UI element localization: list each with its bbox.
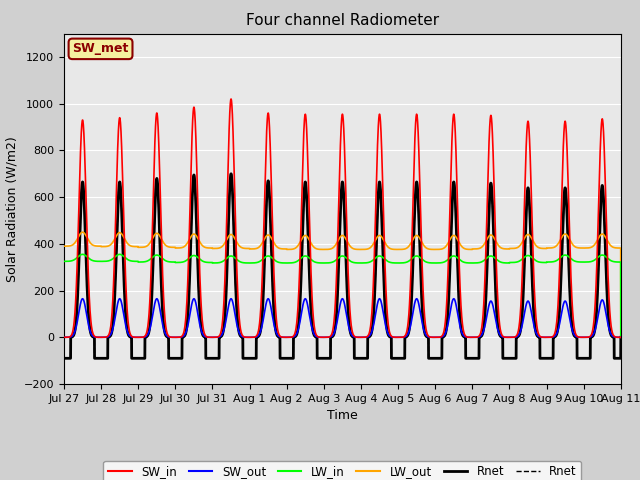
Rnet (499, 355, 507, 361)
Rnet (617, 335, 625, 340)
SW_in (499, 334, 507, 339)
LW_in (436, 260, 444, 266)
Rnet (467, 355, 475, 361)
LW_out (79, 229, 86, 235)
Rnet (322, 355, 330, 361)
SW_out (617, 335, 625, 340)
Text: SW_met: SW_met (72, 42, 129, 55)
Rnet (227, 171, 235, 177)
Rnet (616, 355, 624, 361)
Rnet (160, 325, 168, 331)
LW_out (616, 245, 624, 251)
Rnet (322, 355, 330, 361)
Line: Rnet: Rnet (64, 174, 621, 358)
Line: LW_out: LW_out (64, 232, 621, 337)
LW_in (499, 260, 507, 265)
LW_in (616, 259, 624, 265)
Rnet (60, 355, 68, 361)
SW_out (436, 334, 444, 340)
SW_out (467, 335, 475, 340)
Line: Rnet: Rnet (64, 174, 621, 358)
LW_in (322, 260, 330, 266)
Legend: SW_in, SW_out, LW_in, LW_out, Rnet, Rnet: SW_in, SW_out, LW_in, LW_out, Rnet, Rnet (104, 461, 581, 480)
SW_out (60, 335, 68, 340)
LW_out (617, 335, 625, 340)
Y-axis label: Solar Radiation (W/m2): Solar Radiation (W/m2) (5, 136, 18, 282)
Rnet (227, 171, 235, 177)
Rnet (616, 355, 624, 361)
LW_in (617, 335, 625, 340)
X-axis label: Time: Time (327, 409, 358, 422)
SW_out (499, 334, 507, 340)
LW_out (322, 247, 330, 252)
Line: SW_out: SW_out (64, 299, 621, 337)
Title: Four channel Radiometer: Four channel Radiometer (246, 13, 439, 28)
LW_out (161, 240, 168, 246)
SW_out (79, 296, 86, 301)
SW_out (616, 335, 624, 340)
LW_in (60, 258, 68, 264)
SW_in (160, 303, 168, 309)
Rnet (436, 355, 444, 361)
SW_out (322, 335, 330, 340)
LW_in (79, 252, 86, 257)
Line: LW_in: LW_in (64, 254, 621, 337)
SW_out (161, 328, 168, 334)
LW_in (467, 260, 475, 266)
SW_in (616, 335, 624, 340)
SW_in (467, 335, 475, 340)
SW_in (436, 334, 444, 340)
Rnet (60, 355, 68, 361)
LW_out (499, 246, 507, 252)
SW_in (227, 96, 235, 102)
SW_in (617, 335, 625, 340)
Rnet (467, 355, 475, 361)
LW_in (161, 257, 168, 263)
Rnet (436, 355, 444, 361)
SW_in (322, 335, 330, 340)
SW_in (60, 335, 68, 340)
LW_out (436, 246, 444, 252)
Rnet (499, 355, 507, 361)
LW_out (60, 243, 68, 249)
Rnet (617, 335, 625, 340)
Line: SW_in: SW_in (64, 99, 621, 337)
Rnet (160, 325, 168, 331)
LW_out (467, 247, 475, 252)
